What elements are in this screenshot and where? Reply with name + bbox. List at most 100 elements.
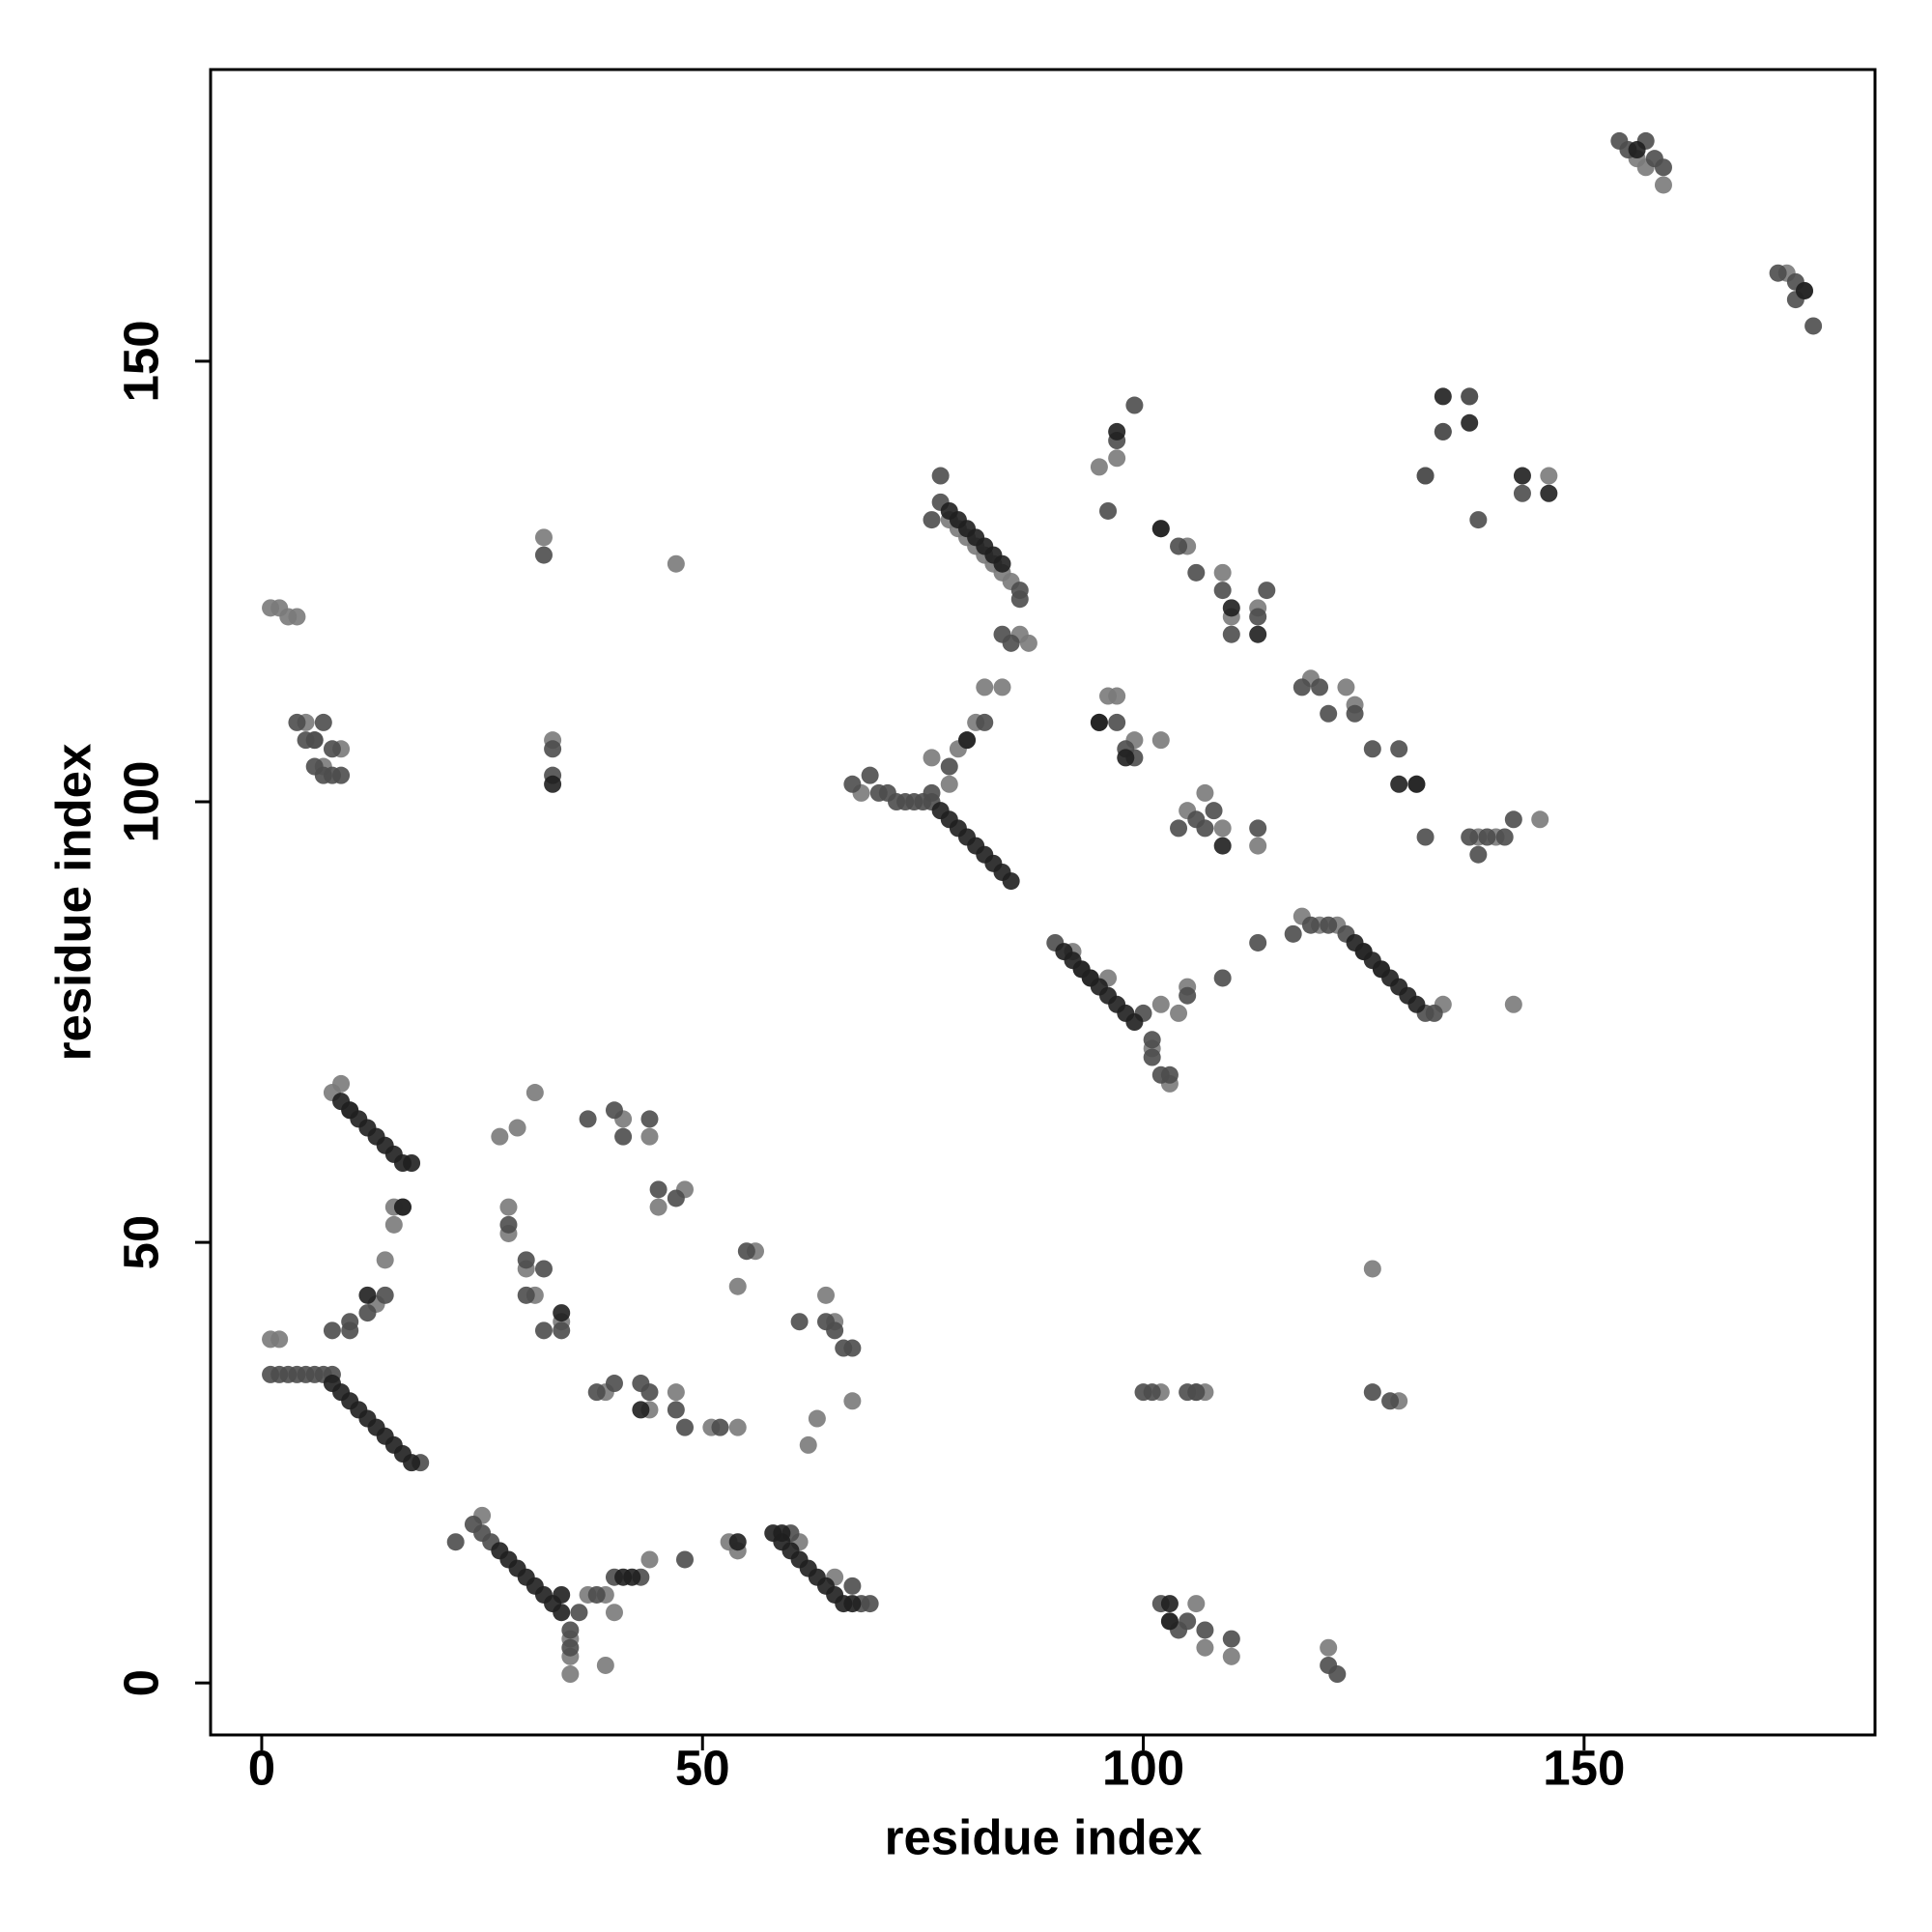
point [993, 554, 1011, 573]
point [1469, 845, 1488, 864]
point [376, 1286, 394, 1304]
point [517, 1251, 535, 1269]
y-tick-label: 100 [113, 760, 168, 842]
point [1179, 986, 1197, 1005]
point [623, 1568, 641, 1586]
point [1249, 837, 1267, 855]
point [843, 1339, 862, 1357]
point [288, 608, 306, 626]
point [1143, 1383, 1161, 1402]
point [640, 1383, 659, 1402]
point [1187, 563, 1206, 582]
point [1363, 1260, 1381, 1278]
point [1320, 1638, 1338, 1657]
point [1416, 467, 1435, 485]
point [1540, 484, 1558, 502]
point [1187, 1595, 1206, 1613]
point [1258, 582, 1276, 600]
point [1179, 1612, 1197, 1631]
point [534, 1260, 553, 1278]
point [667, 1401, 685, 1419]
point [561, 1638, 580, 1657]
point [288, 713, 306, 731]
point [384, 1215, 403, 1234]
point [499, 1215, 518, 1234]
point [605, 1375, 623, 1393]
point [1461, 387, 1479, 406]
point [1170, 1004, 1188, 1022]
point [976, 713, 994, 731]
point [675, 1418, 694, 1436]
x-tick-label: 150 [1543, 1740, 1625, 1795]
point [843, 1392, 862, 1410]
point [675, 1550, 694, 1569]
point [491, 1127, 509, 1146]
point [1469, 511, 1488, 529]
point [605, 1604, 623, 1622]
y-tick-label: 0 [113, 1669, 168, 1696]
x-tick-label: 100 [1102, 1740, 1184, 1795]
point [667, 554, 685, 573]
point [1381, 1392, 1400, 1410]
point [1187, 1383, 1206, 1402]
point [534, 1321, 553, 1340]
point [640, 1127, 659, 1146]
point [940, 757, 958, 776]
point [1010, 590, 1029, 609]
point [1249, 625, 1267, 643]
point [1284, 924, 1302, 943]
point [773, 1524, 791, 1543]
point [1249, 608, 1267, 626]
point [1320, 704, 1338, 723]
point [808, 1409, 826, 1428]
point [861, 1595, 879, 1613]
point [1108, 422, 1126, 440]
point [403, 1454, 421, 1472]
point [1108, 687, 1126, 705]
point [728, 1277, 747, 1295]
point [1346, 704, 1364, 723]
point [570, 1604, 588, 1622]
point [1628, 141, 1646, 159]
point [1390, 775, 1408, 793]
point [1151, 520, 1170, 538]
point [1434, 387, 1452, 406]
point [1320, 916, 1338, 934]
point [534, 546, 553, 564]
point [1125, 396, 1144, 414]
point [1531, 810, 1549, 829]
point [376, 1251, 394, 1269]
point [1151, 731, 1170, 750]
point [1143, 1048, 1161, 1066]
point [553, 1304, 571, 1322]
point [1117, 749, 1135, 767]
point [1170, 537, 1188, 555]
point [1125, 1013, 1144, 1032]
point [816, 1286, 835, 1304]
point [544, 775, 562, 793]
point [1222, 1647, 1240, 1665]
plot-frame [209, 68, 1877, 1737]
point [1143, 1031, 1161, 1049]
point [605, 1101, 623, 1120]
point [1196, 1638, 1214, 1657]
point [640, 1110, 659, 1128]
point [1213, 969, 1232, 987]
point [1407, 775, 1426, 793]
point [341, 1313, 359, 1331]
point [1213, 582, 1232, 600]
point [940, 775, 958, 793]
point [1328, 1665, 1347, 1684]
point [1196, 1621, 1214, 1639]
point [1363, 1383, 1381, 1402]
point [1222, 1630, 1240, 1648]
point [517, 1286, 535, 1304]
point [579, 1110, 597, 1128]
point [1196, 819, 1214, 838]
point [1205, 802, 1223, 820]
point [1108, 713, 1126, 731]
y-axis-title: residue index [45, 744, 100, 1062]
point [393, 1198, 412, 1216]
point [931, 467, 950, 485]
x-axis-title: residue index [885, 1809, 1203, 1864]
